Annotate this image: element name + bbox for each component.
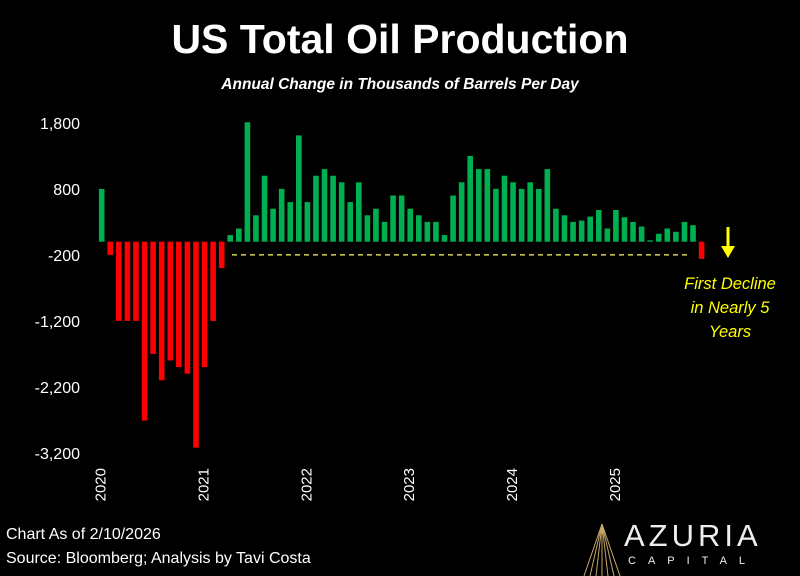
bar — [613, 210, 619, 242]
bar — [450, 195, 456, 242]
bar — [398, 195, 405, 242]
bar — [433, 221, 439, 242]
source-note: Source: Bloomberg; Analysis by Tavi Cost… — [6, 550, 311, 567]
bar — [381, 221, 388, 242]
bar — [347, 202, 354, 242]
bar — [270, 208, 276, 242]
bar — [236, 228, 242, 242]
bar — [690, 225, 696, 242]
bar — [595, 210, 602, 242]
bar — [124, 241, 131, 321]
bar — [415, 215, 422, 242]
bar — [484, 169, 491, 242]
bar — [176, 241, 182, 368]
bar — [390, 195, 396, 242]
bar — [141, 241, 148, 421]
bar — [133, 241, 139, 321]
bar — [158, 241, 165, 381]
bar — [544, 169, 551, 242]
bar — [664, 228, 671, 242]
y-tick-label: -2,200 — [35, 380, 80, 397]
azuria-logo: AZURIA CAPITAL — [580, 518, 800, 576]
logo-sub: CAPITAL — [628, 555, 758, 567]
logo-name: AZURIA — [624, 518, 762, 553]
bar — [98, 188, 105, 242]
bar — [673, 231, 679, 242]
bar — [535, 188, 542, 242]
bar — [553, 208, 559, 242]
bar — [424, 221, 431, 242]
bar — [218, 241, 225, 269]
bar — [475, 169, 482, 242]
bar — [356, 182, 362, 242]
x-tick-label: 2024 — [504, 468, 521, 501]
x-tick-label: 2025 — [607, 468, 624, 501]
bar — [330, 175, 336, 242]
y-tick-label: 800 — [53, 182, 80, 199]
bar — [621, 217, 628, 242]
bar — [116, 241, 122, 321]
bar — [150, 241, 156, 354]
bar — [681, 221, 688, 242]
bar — [604, 228, 611, 242]
annotation-line: in Nearly 5 — [690, 299, 770, 317]
bar — [698, 241, 705, 259]
bar — [287, 202, 294, 242]
down-arrow-head-icon — [721, 246, 735, 258]
x-tick-label: 2020 — [93, 468, 110, 501]
bar — [467, 155, 474, 242]
bar — [321, 169, 328, 242]
chart-title: US Total Oil Production — [171, 16, 629, 62]
bar — [244, 122, 251, 242]
bar — [253, 215, 259, 242]
as-of-date: Chart As of 2/10/2026 — [6, 526, 161, 543]
bar — [373, 208, 379, 242]
bar — [458, 182, 465, 242]
bar — [501, 175, 508, 242]
y-tick-label: 1,800 — [40, 116, 80, 133]
bar — [407, 208, 414, 242]
bar — [184, 241, 191, 374]
bar — [561, 215, 568, 242]
bar — [578, 220, 585, 242]
x-tick-label: 2023 — [401, 468, 418, 501]
bar — [527, 182, 533, 242]
annotation-line: Years — [708, 323, 752, 341]
bar — [304, 202, 311, 242]
bar — [313, 175, 319, 242]
bar — [278, 188, 285, 242]
y-tick-label: -1,200 — [35, 314, 80, 331]
y-tick-label: -3,200 — [35, 446, 80, 463]
bar — [167, 241, 174, 361]
annotation-line: First Decline — [684, 275, 776, 293]
bar — [193, 241, 199, 448]
bar — [570, 221, 576, 242]
chart-subtitle: Annual Change in Thousands of Barrels Pe… — [221, 76, 579, 93]
x-tick-label: 2022 — [298, 468, 315, 501]
bar — [630, 221, 636, 242]
bar — [227, 235, 234, 242]
bar — [210, 241, 216, 321]
bar — [587, 216, 593, 242]
bar — [107, 241, 114, 255]
bar — [441, 235, 448, 242]
annotation-text: First Decline in Nearly 5 Years — [660, 272, 800, 344]
bar — [338, 182, 345, 242]
bar — [493, 188, 499, 242]
bar — [201, 241, 208, 368]
bar — [296, 135, 302, 242]
bar — [655, 233, 662, 242]
logo-mark-icon — [583, 523, 621, 576]
bar — [261, 175, 268, 242]
y-tick-label: -200 — [48, 248, 80, 265]
bar — [364, 215, 371, 242]
bar — [518, 188, 525, 242]
bar — [510, 182, 516, 242]
x-tick-label: 2021 — [196, 468, 213, 501]
bar — [638, 226, 645, 242]
bar — [647, 240, 653, 242]
